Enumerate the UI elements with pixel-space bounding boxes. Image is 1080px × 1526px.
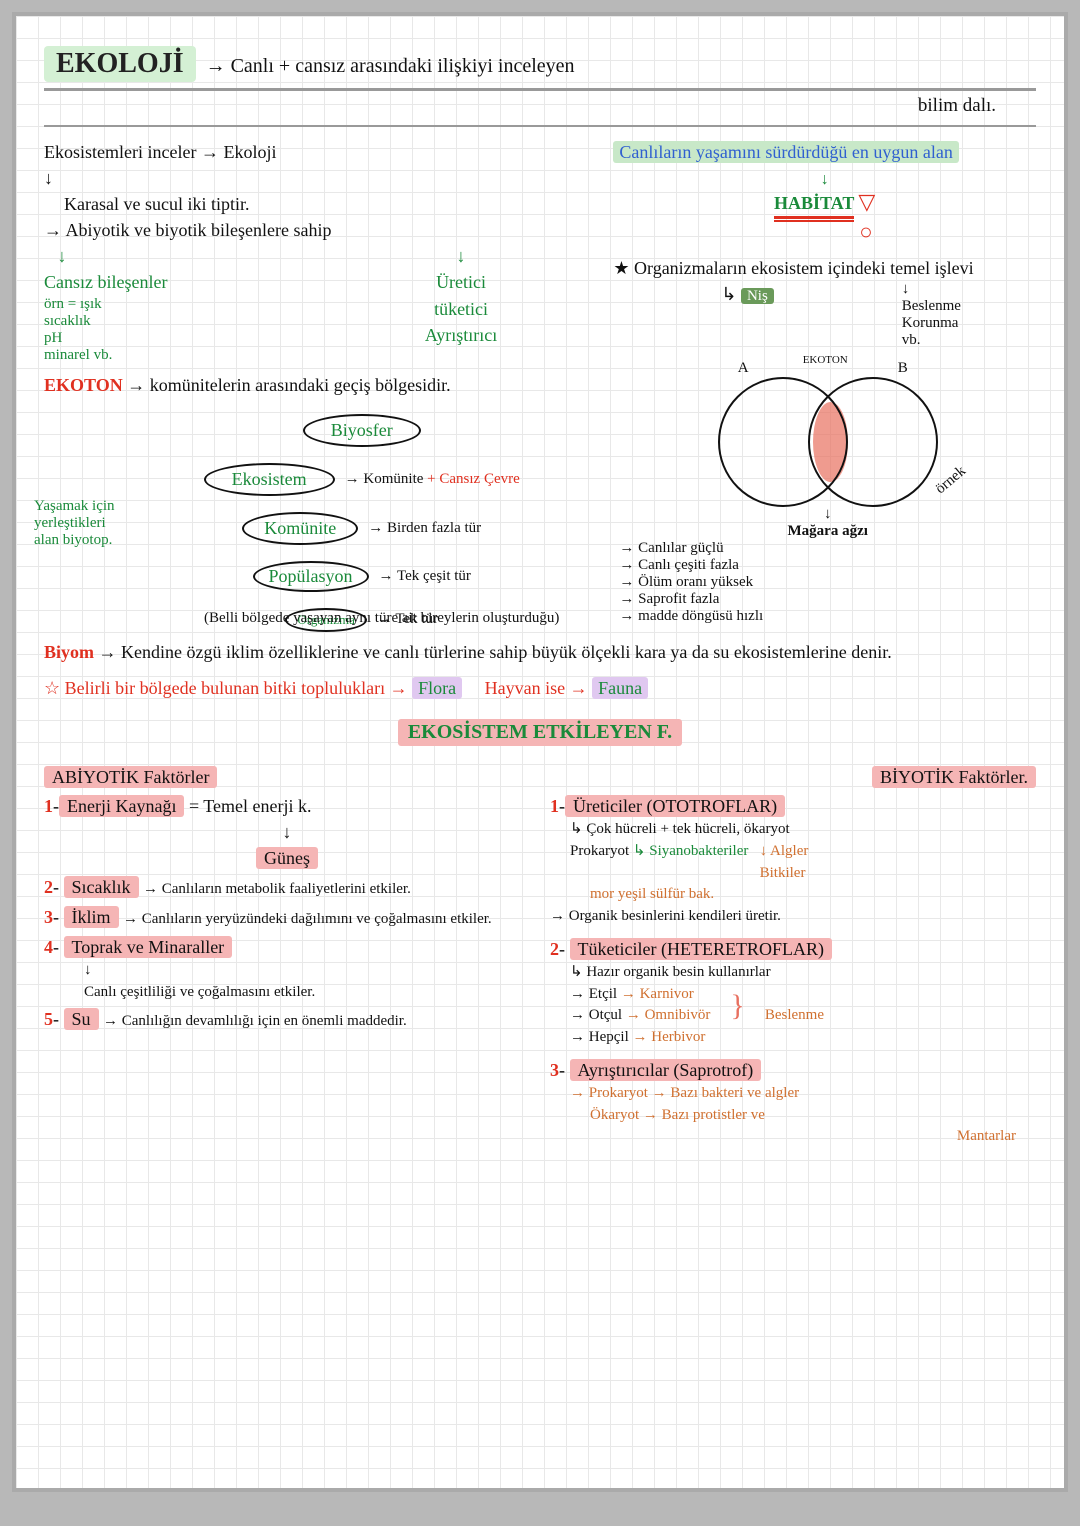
venn-notes: → Canlılar güçlü → Canlı çeşiti fazla → …	[619, 540, 1036, 625]
notebook-page: EKOLOJİ → Canlı + cansız arasındaki iliş…	[12, 12, 1068, 1492]
right-column: Canlıların yaşamını sürdürdüğü en uygun …	[613, 139, 1036, 364]
abiyotik-title: ABİYOTİK Faktörler	[44, 766, 217, 788]
biyotik-3: 3- Ayrıştırıcılar (Saprotrof) → Prokaryo…	[550, 1057, 1036, 1148]
prokaryot-row: Prokaryot ↳ Siyanobakteriler ↓ Algler Bi…	[570, 841, 1036, 885]
populasyon-note: → Tek çeşit tür	[379, 568, 471, 585]
abiyotik-4: 4- Toprak ve Minaraller ↓ Canlı çeşitlil…	[44, 934, 530, 1004]
komunite-row: Komünite → Birden fazla tür	[242, 512, 481, 545]
title-definition-2: bilim dalı.	[44, 95, 996, 117]
down-arrow-icon: ↓	[44, 243, 309, 269]
abiyotik-biyotik-line: → Abiyotik ve biyotik bileşenlere sahip	[44, 217, 593, 243]
down-arrow-icon: ↓	[44, 819, 530, 845]
abiyotik-column: ABİYOTİK Faktörler 1-Enerji Kaynağı = Te…	[44, 764, 530, 1151]
biyotik-title-row: BİYOTİK Faktörler.	[550, 764, 1036, 790]
nis-def: ★ Organizmaların ekosistem içindeki teme…	[613, 255, 1036, 281]
hierarchy-stack: Biyosfer Ekosistem → Komünite + Cansız Ç…	[124, 408, 599, 638]
beslenme-row: → Etçil → Karnivor → Otçul → Omnibivör →…	[570, 984, 1036, 1049]
biyotik-branch: ↓ Üretici tüketici Ayrıştırıcı	[329, 243, 594, 363]
venn-a-label: A	[738, 360, 749, 377]
biyotik-title: BİYOTİK Faktörler.	[872, 766, 1036, 788]
biyosfer-oval: Biyosfer	[303, 414, 421, 447]
down-arrow-icon: ↓	[821, 171, 829, 188]
ekosistem-note: → Komünite + Cansız Çevre	[345, 471, 520, 488]
populasyon-oval: Popülasyon	[253, 561, 369, 592]
ekosistem-oval: Ekosistem	[204, 463, 335, 496]
abiyotik-branch: ↓ Cansız bileşenler örn = ışık sıcaklık …	[44, 243, 309, 363]
title-row: EKOLOJİ → Canlı + cansız arasındaki iliş…	[44, 46, 1036, 91]
down-arrow-icon: ↓	[329, 243, 594, 269]
fauna-label: Fauna	[592, 677, 648, 699]
ekoton-line: EKOTON → komünitelerin arasındaki geçiş …	[44, 372, 599, 398]
ekosistem-row: Ekosistem → Komünite + Cansız Çevre	[204, 463, 520, 496]
biyosfer-row: Biyosfer	[303, 414, 421, 447]
venn-ornek: örnek	[932, 463, 969, 498]
title-definition: → Canlı + cansız arasındaki ilişkiyi inc…	[206, 55, 575, 78]
habitat-label: HABİTAT	[774, 190, 854, 219]
mid-section: EKOTON → komünitelerin arasındaki geçiş …	[44, 372, 1036, 627]
title-main: EKOLOJİ	[44, 46, 196, 82]
habitat-label-row: ↓ HABİTAT ▽ ○	[613, 171, 1036, 245]
abiyotik-title-row: ABİYOTİK Faktörler	[44, 764, 530, 790]
cansiz-examples: örn = ışık sıcaklık pH minarel vb.	[44, 296, 309, 364]
abiyotik-2: 2- Sıcaklık → Canlıların metabolik faali…	[44, 874, 530, 901]
venn-b-label: B	[898, 360, 908, 377]
section-heading-row: EKOSİSTEM ETKİLEYEN F.	[44, 711, 1036, 754]
nis-label: Niş	[741, 288, 774, 304]
abiyotik-1: 1-Enerji Kaynağı = Temel enerji k. ↓ Gün…	[44, 793, 530, 871]
biyotik-column: BİYOTİK Faktörler. 1-Üreticiler (OTOTROF…	[550, 764, 1036, 1151]
flora-label: Flora	[412, 677, 462, 699]
venn-diagram: A B EKOTON örnek	[708, 372, 948, 512]
komunite-oval: Komünite	[242, 512, 358, 545]
populasyon-sub: (Belli bölgede yaşayan aynı türe ait bir…	[204, 610, 599, 627]
cansiz-label: Cansız bileşenler	[44, 269, 309, 295]
habitat-def: Canlıların yaşamını sürdürdüğü en uygun …	[613, 139, 1036, 165]
biyotik-1: 1-Üreticiler (OTOTROFLAR) ↳ Çok hücreli …	[550, 793, 1036, 928]
biyom-line: Biyom → Kendine özgü iklim özelliklerine…	[44, 639, 1036, 665]
abiyotik-3: 3- İklim → Canlıların yeryüzündeki dağıl…	[44, 904, 530, 931]
nis-examples: ↓ Beslenme Korunma vb.	[902, 281, 1036, 349]
factors-section: ABİYOTİK Faktörler 1-Enerji Kaynağı = Te…	[44, 764, 1036, 1151]
down-arrow-icon: ↓	[84, 960, 530, 982]
flora-fauna-line: ☆ Belirli bir bölgede bulunan bitki topl…	[44, 675, 1036, 701]
ekosistem-line1: Ekosistemleri inceler → Ekoloji	[44, 139, 593, 165]
section-heading: EKOSİSTEM ETKİLEYEN F.	[398, 719, 682, 746]
hierarchy-column: EKOTON → komünitelerin arasındaki geçiş …	[44, 372, 599, 627]
beslenme-label: Beslenme	[765, 1005, 824, 1027]
gunes-label: Güneş	[44, 845, 530, 871]
populasyon-row: Popülasyon → Tek çeşit tür	[253, 561, 471, 592]
venn-circle-b	[808, 377, 938, 507]
karasal-line: Karasal ve sucul iki tiptir.	[64, 191, 593, 217]
nis-row: ↳ Niş ↓ Beslenme Korunma vb.	[613, 281, 1036, 349]
brace-icon: }	[730, 984, 744, 1049]
down-arrow-icon: ↓	[902, 281, 1036, 298]
abiyotik-5: 5- Su → Canlılığın devamlılığı için en ö…	[44, 1006, 530, 1033]
divider	[44, 125, 1036, 127]
venn-ekoton-label: EKOTON	[803, 354, 848, 366]
komunite-note: → Birden fazla tür	[368, 520, 481, 537]
nis-arrow: ↳ Niş	[613, 281, 881, 349]
uretici-label: Üretici tüketici Ayrıştırıcı	[329, 269, 594, 347]
hierarchy-diagram: Biyosfer Ekosistem → Komünite + Cansız Ç…	[44, 408, 599, 627]
beslenme-types: → Etçil → Karnivor → Otçul → Omnibivör →…	[570, 984, 710, 1049]
venn-column: A B EKOTON örnek ↓Mağara ağzı → Canlılar…	[619, 372, 1036, 627]
down-arrow-icon: ↓	[44, 165, 593, 191]
left-column: Ekosistemleri inceler → Ekoloji ↓ Karasa…	[44, 139, 593, 364]
biyotop-note: Yaşamak için yerleştikleri alan biyotop.	[34, 498, 124, 549]
component-split: ↓ Cansız bileşenler örn = ışık sıcaklık …	[44, 243, 593, 363]
upper-section: Ekosistemleri inceler → Ekoloji ↓ Karasa…	[44, 139, 1036, 364]
biyotik-2: 2- Tüketiciler (HETERETROFLAR) ↳ Hazır o…	[550, 936, 1036, 1049]
